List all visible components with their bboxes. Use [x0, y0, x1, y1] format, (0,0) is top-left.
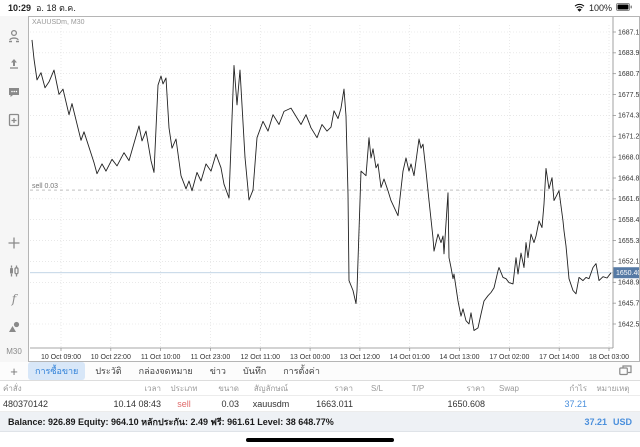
svg-text:1658.490: 1658.490: [618, 217, 639, 224]
table-cell: sell: [177, 398, 191, 409]
svg-text:18 Oct 03:00: 18 Oct 03:00: [589, 354, 629, 361]
date-label: อ. 18 ต.ค.: [36, 3, 76, 13]
table-cell: 0.03: [221, 398, 239, 409]
column-header: เวลา: [144, 383, 161, 393]
svg-text:1677.570: 1677.570: [618, 92, 639, 99]
svg-text:1671.210: 1671.210: [618, 134, 639, 141]
total-profit-currency: USD: [612, 416, 632, 427]
svg-text:1655.310: 1655.310: [618, 238, 639, 245]
battery-icon: [616, 3, 632, 13]
svg-text:10 Oct 09:00: 10 Oct 09:00: [41, 354, 81, 361]
svg-text:1687.110: 1687.110: [618, 29, 639, 36]
svg-text:1680.750: 1680.750: [618, 71, 639, 78]
column-header: ขนาด: [218, 383, 239, 393]
bottom-tab-bar: + การซื้อขาย ประวัติ กล่องจดหมาย ข่าว บันทึก…: [0, 362, 640, 381]
price-chart-svg[interactable]: sell 0.03 1687.110 1683.930 1680.750 1677.57…: [29, 17, 640, 361]
svg-text:14 Oct 13:00: 14 Oct 13:00: [439, 354, 479, 361]
table-cell: 480370142: [3, 398, 49, 409]
svg-text:1674.390: 1674.390: [618, 113, 639, 120]
table-header-row: คำสั่ง เวลา ประเภท ขนาด สัญลักษณ์ ราคา S/L T/P ร…: [0, 381, 640, 396]
svg-text:13 Oct 00:00: 13 Oct 00:00: [290, 354, 330, 361]
new-order-icon[interactable]: [6, 112, 22, 128]
objects-icon[interactable]: [6, 319, 22, 335]
column-header: ประเภท: [170, 383, 198, 393]
table-cell: 37.21: [564, 398, 587, 409]
svg-text:1668.030: 1668.030: [618, 154, 639, 161]
column-header: สัญลักษณ์: [253, 383, 289, 393]
svg-text:11 Oct 10:00: 11 Oct 10:00: [141, 354, 181, 361]
svg-text:1642.590: 1642.590: [618, 321, 639, 328]
status-bar: 10:29 อ. 18 ต.ค. 100%: [0, 0, 640, 16]
column-header: S/L: [370, 383, 383, 393]
total-profit-value: 37.21: [584, 416, 607, 427]
indicator-icon[interactable]: [6, 263, 22, 279]
tab-1[interactable]: ประวัติ: [95, 366, 122, 376]
svg-text:14 Oct 01:00: 14 Oct 01:00: [390, 354, 430, 361]
tab-3[interactable]: ข่าว: [209, 366, 226, 376]
svg-text:13 Oct 12:00: 13 Oct 12:00: [340, 354, 380, 361]
column-header: T/P: [411, 383, 425, 393]
column-header: Swap: [498, 383, 519, 393]
column-header: กำไร: [569, 383, 587, 393]
price-chart[interactable]: XAUUSDm, M30 sell 0.03 1687.110 1683.930 16…: [28, 16, 640, 362]
account-summary-bar: Balance: 926.89 Equity: 964.10 หลักประกั…: [0, 412, 640, 432]
svg-text:11 Oct 23:00: 11 Oct 23:00: [191, 354, 231, 361]
battery-percent: 100%: [588, 3, 612, 13]
account-icon[interactable]: [6, 28, 22, 44]
home-indicator-area: [0, 432, 640, 447]
crosshair-icon[interactable]: [6, 235, 22, 251]
table-row[interactable]: 480370142 10.14 08:43 sell 0.03 xauusdm 1663.…: [0, 396, 640, 412]
table-cell: xauusdm: [252, 398, 290, 409]
table-cell: 10.14 08:43: [113, 398, 161, 409]
layout-windows-icon[interactable]: [619, 364, 640, 378]
svg-text:1648.950: 1648.950: [618, 280, 639, 287]
svg-text:17 Oct 02:00: 17 Oct 02:00: [489, 354, 529, 361]
svg-text:17 Oct 14:00: 17 Oct 14:00: [539, 354, 579, 361]
home-indicator[interactable]: [246, 438, 394, 442]
svg-text:10 Oct 22:00: 10 Oct 22:00: [91, 354, 131, 361]
column-header: ราคา: [334, 383, 353, 393]
column-header: คำสั่ง: [3, 383, 22, 393]
column-header: ราคา: [466, 383, 485, 393]
svg-text:1650.408: 1650.408: [616, 270, 639, 277]
positions-table: คำสั่ง เวลา ประเภท ขนาด สัญลักษณ์ ราคา S/L T/P ร…: [0, 381, 640, 412]
svg-text:sell 0.03: sell 0.03: [32, 183, 58, 190]
chart-symbol-label: XAUUSDm, M30: [32, 19, 85, 26]
timeframe-label[interactable]: M30: [6, 347, 22, 356]
svg-text:1683.930: 1683.930: [618, 50, 639, 57]
tab-5[interactable]: การตั้งค่า: [283, 366, 320, 376]
table-cell: 1650.608: [447, 398, 485, 409]
trade-icon[interactable]: [6, 56, 22, 72]
svg-text:1664.850: 1664.850: [618, 175, 639, 182]
svg-text:1661.670: 1661.670: [618, 196, 639, 203]
svg-text:12 Oct 11:00: 12 Oct 11:00: [240, 354, 280, 361]
clock: 10:29: [8, 3, 32, 13]
add-order-button[interactable]: +: [10, 363, 18, 379]
left-toolbar: f M30: [0, 16, 28, 362]
function-icon[interactable]: f: [11, 292, 17, 306]
tab-2[interactable]: กล่องจดหมาย: [138, 366, 193, 376]
tab-0[interactable]: การซื้อขาย: [28, 362, 86, 380]
account-summary-text: Balance: 926.89 Equity: 964.10 หลักประกั…: [8, 416, 334, 427]
column-header: หมายเหตุ: [596, 383, 630, 393]
tab-4[interactable]: บันทึก: [242, 366, 267, 376]
svg-text:1645.770: 1645.770: [618, 300, 639, 307]
svg-text:1652.130: 1652.130: [618, 259, 639, 266]
wifi-icon: [574, 3, 585, 14]
table-cell: 1663.011: [316, 398, 353, 409]
chat-icon[interactable]: [6, 84, 22, 100]
